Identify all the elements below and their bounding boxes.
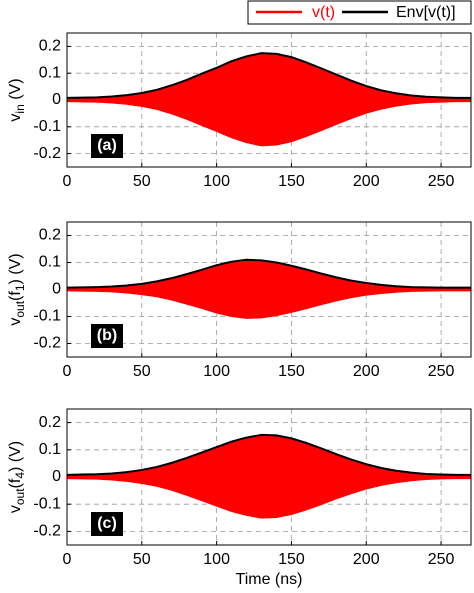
x-tick-label: 50 xyxy=(133,551,151,568)
y-tick-label: -0.2 xyxy=(33,145,61,162)
signal-area xyxy=(66,99,472,147)
envelope-line xyxy=(66,433,471,476)
y-axis-label: vout(f1) (V) xyxy=(7,253,27,325)
envelope-line xyxy=(66,52,471,99)
x-tick-label: 100 xyxy=(203,551,230,568)
y-axis-label-part: (f xyxy=(7,291,24,301)
x-tick-label: 250 xyxy=(428,363,455,380)
y-axis-label: vout(f4) (V) xyxy=(7,441,27,513)
legend-label: Env[v(t)] xyxy=(396,4,456,21)
x-tick-label: 150 xyxy=(278,173,305,190)
panel-label: (a) xyxy=(97,137,117,154)
x-tick-label: 100 xyxy=(203,173,230,190)
y-axis-label-part: (f xyxy=(7,478,24,488)
y-tick-label: -0.2 xyxy=(33,523,61,540)
y-axis-label-part: out xyxy=(13,488,27,505)
y-tick-label: -0.1 xyxy=(33,308,61,325)
panel-label-box xyxy=(91,324,123,348)
y-axis-label-part: 1 xyxy=(13,284,27,291)
plot-frame xyxy=(66,221,472,358)
x-tick-label: 250 xyxy=(428,551,455,568)
x-tick-label: 100 xyxy=(203,363,230,380)
y-tick-label: -0.1 xyxy=(33,495,61,512)
y-tick-label: 0.1 xyxy=(39,64,61,81)
y-tick-label: -0.1 xyxy=(33,118,61,135)
panel-label-box xyxy=(91,134,123,158)
signal-area xyxy=(66,53,472,101)
plot-frame xyxy=(66,32,472,168)
x-tick-label: 50 xyxy=(133,173,151,190)
x-tick-label: 150 xyxy=(278,363,305,380)
x-tick-label: 250 xyxy=(428,173,455,190)
y-tick-label: 0.2 xyxy=(39,227,61,244)
y-tick-label: 0 xyxy=(52,468,61,485)
y-axis-label-part: ) (V) xyxy=(7,253,24,284)
x-tick-label: 200 xyxy=(353,363,380,380)
x-tick-label: 200 xyxy=(353,551,380,568)
x-tick-label: 150 xyxy=(278,551,305,568)
y-tick-label: 0 xyxy=(52,91,61,108)
x-tick-label: 200 xyxy=(353,173,380,190)
y-axis-label-part: out xyxy=(13,300,27,317)
panel-label: (b) xyxy=(97,327,117,344)
y-axis-label-part: 4 xyxy=(13,472,27,479)
y-tick-label: 0.2 xyxy=(39,414,61,431)
legend-label: v(t) xyxy=(312,4,335,21)
y-tick-label: 0.1 xyxy=(39,441,61,458)
panel-label-box xyxy=(91,512,123,536)
y-axis-label: vin (V) xyxy=(7,78,27,121)
signal-area xyxy=(66,476,472,519)
x-tick-label: 0 xyxy=(63,551,72,568)
panel-label: (c) xyxy=(97,515,117,532)
plot-frame xyxy=(66,408,472,546)
y-axis-label-part: v xyxy=(7,318,24,326)
y-axis-label-part: in xyxy=(13,104,27,113)
y-tick-label: 0.1 xyxy=(39,254,61,271)
y-tick-label: 0 xyxy=(52,281,61,298)
x-tick-label: 0 xyxy=(63,173,72,190)
y-axis-label-part: v xyxy=(7,505,24,513)
signal-area xyxy=(66,435,472,478)
envelope-line xyxy=(66,258,471,289)
x-axis-label: Time (ns) xyxy=(236,571,303,588)
y-axis-label-part: ) (V) xyxy=(7,441,24,472)
y-axis-label-part: (V) xyxy=(7,78,24,104)
y-tick-label: 0.2 xyxy=(39,38,61,55)
x-tick-label: 0 xyxy=(63,363,72,380)
signal-area xyxy=(66,289,472,319)
x-tick-label: 50 xyxy=(133,363,151,380)
y-axis-label-part: v xyxy=(7,114,24,122)
y-tick-label: -0.2 xyxy=(33,335,61,352)
